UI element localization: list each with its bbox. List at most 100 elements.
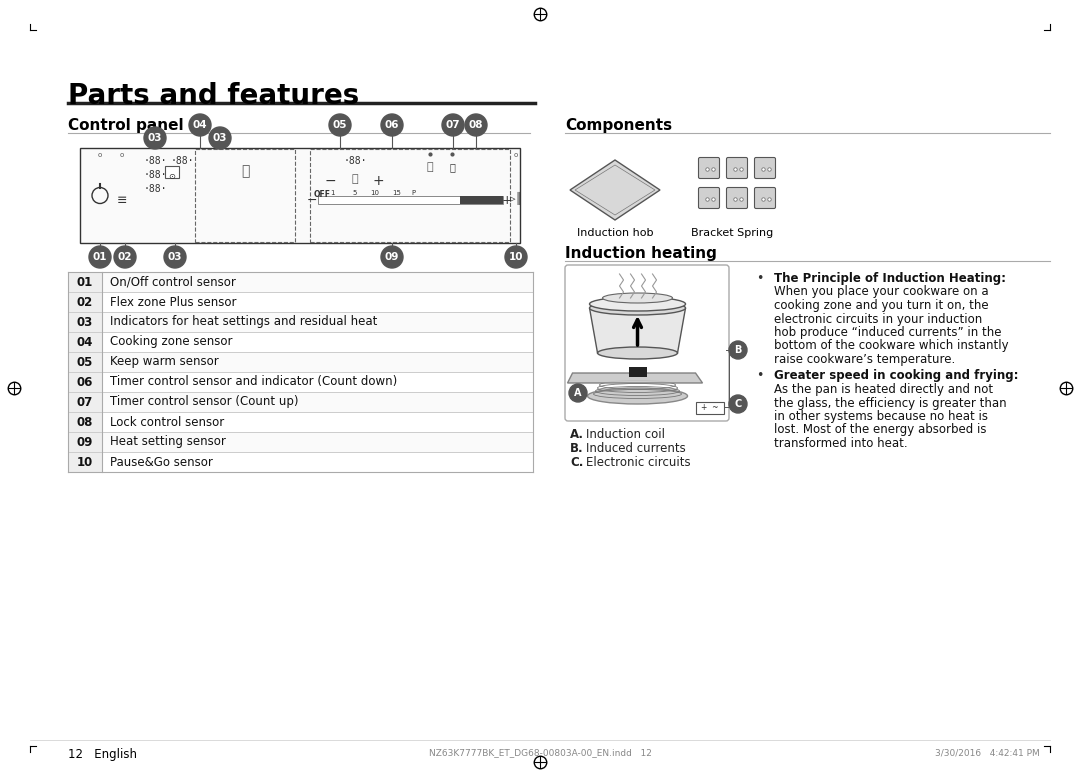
Text: ⌛: ⌛ (352, 174, 359, 184)
Circle shape (465, 114, 487, 136)
Circle shape (89, 246, 111, 268)
Text: ·88·: ·88· (171, 156, 193, 166)
Text: ⓡ: ⓡ (241, 164, 249, 178)
Bar (68, 352, 534, 372)
Text: When you place your cookware on a: When you place your cookware on a (774, 286, 988, 299)
Bar (68, 352, 102, 372)
Text: 08: 08 (77, 415, 93, 428)
Text: Electronic circuits: Electronic circuits (586, 456, 690, 469)
Circle shape (114, 246, 136, 268)
Circle shape (729, 395, 747, 413)
Ellipse shape (603, 293, 673, 303)
Circle shape (210, 127, 231, 149)
Text: Lock control sensor: Lock control sensor (110, 415, 225, 428)
FancyBboxPatch shape (699, 158, 719, 178)
Text: ⏱: ⏱ (427, 162, 433, 172)
Bar (68, 272, 102, 292)
Text: 5: 5 (353, 190, 357, 196)
Bar (68, 312, 102, 332)
Bar (80, 148, 519, 243)
Circle shape (505, 246, 527, 268)
Bar (68, 412, 102, 432)
Text: Heat setting sensor: Heat setting sensor (110, 435, 226, 449)
Text: OFF: OFF (314, 190, 330, 199)
Text: the glass, the efficiency is greater than: the glass, the efficiency is greater tha… (774, 397, 1007, 410)
Text: 06: 06 (77, 376, 93, 389)
Text: 03: 03 (148, 133, 162, 143)
Text: +  ~: + ~ (701, 403, 719, 411)
Text: 10: 10 (509, 252, 523, 262)
Text: Pause&Go sensor: Pause&Go sensor (110, 456, 213, 469)
Text: lost. Most of the energy absorbed is: lost. Most of the energy absorbed is (774, 424, 986, 436)
Text: 09: 09 (77, 435, 93, 449)
Text: Induction heating: Induction heating (565, 246, 717, 261)
Text: Keep warm sensor: Keep warm sensor (110, 355, 219, 369)
Text: Flex zone Plus sensor: Flex zone Plus sensor (110, 296, 237, 309)
Text: ·88·: ·88· (144, 156, 166, 166)
Text: transformed into heat.: transformed into heat. (774, 437, 907, 450)
Circle shape (189, 114, 211, 136)
Text: 01: 01 (77, 275, 93, 289)
Ellipse shape (590, 301, 686, 315)
Text: 05: 05 (333, 120, 348, 130)
Circle shape (381, 246, 403, 268)
Bar (68, 292, 102, 312)
Text: −: − (307, 193, 318, 206)
Text: 04: 04 (77, 335, 93, 348)
Text: electronic circuits in your induction: electronic circuits in your induction (774, 313, 982, 325)
Text: 06: 06 (384, 120, 400, 130)
Text: o: o (98, 152, 103, 158)
Text: 05: 05 (77, 355, 93, 369)
Text: Timer control sensor (Count up): Timer control sensor (Count up) (110, 396, 298, 408)
Text: 02: 02 (77, 296, 93, 309)
Text: A: A (575, 388, 582, 398)
Bar (68, 452, 102, 472)
Polygon shape (590, 308, 686, 353)
Text: Greater speed in cooking and frying:: Greater speed in cooking and frying: (774, 369, 1018, 383)
Text: •: • (756, 272, 764, 285)
Ellipse shape (597, 347, 677, 359)
Polygon shape (567, 373, 702, 383)
Text: hob produce “induced currents” in the: hob produce “induced currents” in the (774, 326, 1001, 339)
Ellipse shape (590, 297, 686, 311)
Circle shape (381, 114, 403, 136)
Bar (195, 149, 295, 242)
Text: 10: 10 (77, 456, 93, 469)
Text: On/Off control sensor: On/Off control sensor (110, 275, 235, 289)
Text: ·88·: ·88· (343, 156, 367, 166)
Text: C: C (734, 399, 742, 409)
Text: 07: 07 (446, 120, 460, 130)
Text: 04: 04 (192, 120, 207, 130)
Text: raise cookware’s temperature.: raise cookware’s temperature. (774, 353, 955, 366)
Bar (68, 432, 534, 452)
Text: As the pan is heated directly and not: As the pan is heated directly and not (774, 383, 994, 396)
Circle shape (569, 384, 588, 402)
Text: bottom of the cookware which instantly: bottom of the cookware which instantly (774, 340, 1009, 352)
Text: B: B (734, 345, 742, 355)
Text: ·88·: ·88· (144, 184, 166, 194)
FancyBboxPatch shape (696, 402, 724, 414)
Circle shape (729, 341, 747, 359)
Text: 1: 1 (329, 190, 334, 196)
Bar (460, 196, 503, 204)
Bar (68, 372, 534, 392)
Bar (318, 196, 503, 204)
Text: 12   English: 12 English (68, 748, 137, 761)
Text: ⊙: ⊙ (168, 172, 175, 181)
Text: A.: A. (570, 428, 584, 441)
Text: ≡: ≡ (117, 194, 127, 207)
Text: 03: 03 (167, 252, 183, 262)
Text: 03: 03 (213, 133, 227, 143)
Bar (165, 166, 179, 178)
Text: NZ63K7777BK_ET_DG68-00803A-00_EN.indd   12: NZ63K7777BK_ET_DG68-00803A-00_EN.indd 12 (429, 748, 651, 757)
Text: 3/30/2016   4:42:41 PM: 3/30/2016 4:42:41 PM (935, 748, 1040, 757)
Bar (629, 367, 647, 377)
Text: Induction hob: Induction hob (577, 228, 653, 238)
Text: Components: Components (565, 118, 672, 133)
Text: −: − (324, 174, 336, 188)
Bar (310, 149, 510, 242)
Text: The Principle of Induction Heating:: The Principle of Induction Heating: (774, 272, 1005, 285)
Text: 15: 15 (392, 190, 402, 196)
Text: 03: 03 (77, 316, 93, 328)
Text: Timer control sensor and indicator (Count down): Timer control sensor and indicator (Coun… (110, 376, 397, 389)
